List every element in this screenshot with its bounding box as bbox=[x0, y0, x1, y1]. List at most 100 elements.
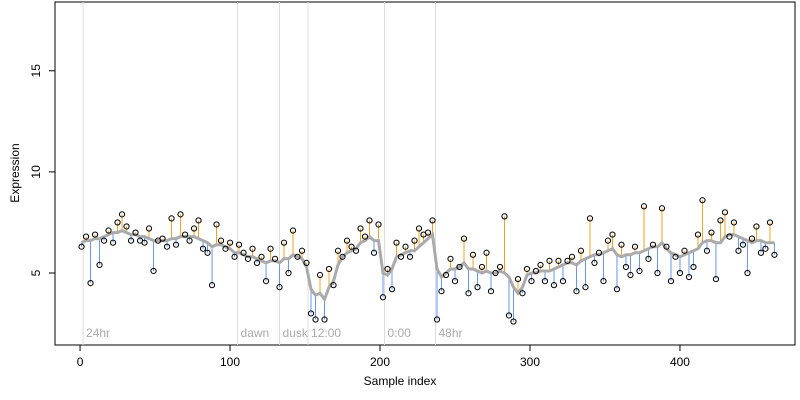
point bbox=[609, 231, 616, 238]
point bbox=[213, 221, 220, 228]
point bbox=[289, 227, 297, 234]
point bbox=[375, 221, 382, 228]
point bbox=[532, 267, 540, 275]
point bbox=[771, 251, 778, 258]
point bbox=[447, 255, 454, 262]
point bbox=[528, 277, 535, 285]
point bbox=[699, 197, 706, 204]
point bbox=[267, 245, 274, 252]
point bbox=[217, 237, 225, 244]
point bbox=[357, 225, 364, 232]
marker-label: 0:00 bbox=[388, 326, 412, 340]
point bbox=[694, 231, 702, 238]
smooth-line bbox=[80, 228, 775, 303]
point bbox=[600, 277, 607, 285]
point bbox=[523, 265, 531, 273]
point bbox=[231, 253, 238, 260]
point bbox=[564, 257, 571, 264]
point bbox=[280, 239, 288, 246]
point bbox=[627, 271, 634, 279]
point bbox=[384, 265, 391, 273]
point bbox=[397, 253, 405, 260]
point bbox=[663, 243, 670, 250]
point bbox=[676, 269, 684, 277]
point bbox=[672, 253, 679, 260]
point bbox=[748, 235, 756, 242]
point bbox=[510, 318, 517, 325]
point bbox=[258, 253, 265, 260]
point bbox=[406, 253, 414, 260]
point bbox=[690, 263, 697, 271]
point bbox=[492, 269, 499, 277]
point bbox=[735, 247, 742, 254]
x-tick-label: 0 bbox=[77, 355, 84, 369]
point bbox=[618, 241, 625, 248]
point bbox=[568, 253, 576, 260]
point bbox=[546, 257, 553, 264]
point bbox=[388, 286, 396, 293]
point bbox=[96, 261, 103, 269]
point bbox=[123, 223, 130, 230]
point bbox=[145, 225, 153, 232]
point bbox=[501, 213, 508, 220]
point bbox=[150, 267, 157, 275]
y-axis-label: Expression bbox=[8, 143, 22, 202]
point bbox=[577, 247, 585, 254]
point bbox=[708, 229, 715, 236]
x-tick-label: 200 bbox=[370, 355, 390, 369]
point bbox=[91, 231, 99, 238]
point bbox=[613, 286, 621, 293]
point bbox=[469, 251, 477, 258]
point bbox=[739, 241, 747, 248]
marker-label: dawn bbox=[241, 326, 270, 340]
point bbox=[622, 263, 630, 271]
point bbox=[496, 263, 504, 271]
marker-label: 48hr bbox=[438, 326, 462, 340]
point bbox=[658, 205, 666, 212]
point bbox=[424, 229, 432, 236]
point bbox=[429, 217, 436, 224]
point bbox=[573, 288, 580, 295]
point bbox=[172, 241, 180, 248]
point bbox=[757, 249, 765, 256]
point bbox=[456, 263, 463, 271]
point bbox=[604, 237, 612, 244]
point bbox=[352, 247, 360, 254]
y-tick-label: 10 bbox=[29, 165, 43, 179]
point bbox=[487, 288, 495, 295]
point bbox=[312, 316, 319, 323]
point bbox=[208, 282, 216, 289]
point bbox=[514, 275, 522, 283]
point bbox=[82, 233, 90, 240]
point bbox=[168, 215, 175, 222]
x-tick-label: 100 bbox=[220, 355, 240, 369]
point bbox=[654, 269, 661, 277]
point bbox=[505, 312, 513, 319]
point bbox=[582, 284, 589, 291]
point bbox=[195, 217, 202, 224]
point bbox=[681, 247, 688, 254]
plot-frame bbox=[54, 1, 796, 346]
x-tick-label: 400 bbox=[670, 355, 690, 369]
point bbox=[753, 223, 760, 230]
point bbox=[433, 316, 441, 323]
point bbox=[298, 247, 306, 254]
x-tick-label: 300 bbox=[520, 355, 540, 369]
point bbox=[240, 249, 247, 256]
point bbox=[204, 249, 211, 256]
point bbox=[370, 249, 378, 256]
point bbox=[325, 265, 333, 273]
point bbox=[118, 211, 126, 218]
point bbox=[127, 237, 135, 244]
point bbox=[415, 225, 423, 232]
point bbox=[537, 261, 544, 269]
point bbox=[667, 277, 675, 285]
point bbox=[316, 271, 324, 279]
point bbox=[721, 209, 729, 216]
point bbox=[100, 237, 108, 244]
point bbox=[640, 203, 648, 210]
point bbox=[595, 249, 603, 256]
point bbox=[550, 282, 558, 289]
point bbox=[726, 233, 733, 240]
